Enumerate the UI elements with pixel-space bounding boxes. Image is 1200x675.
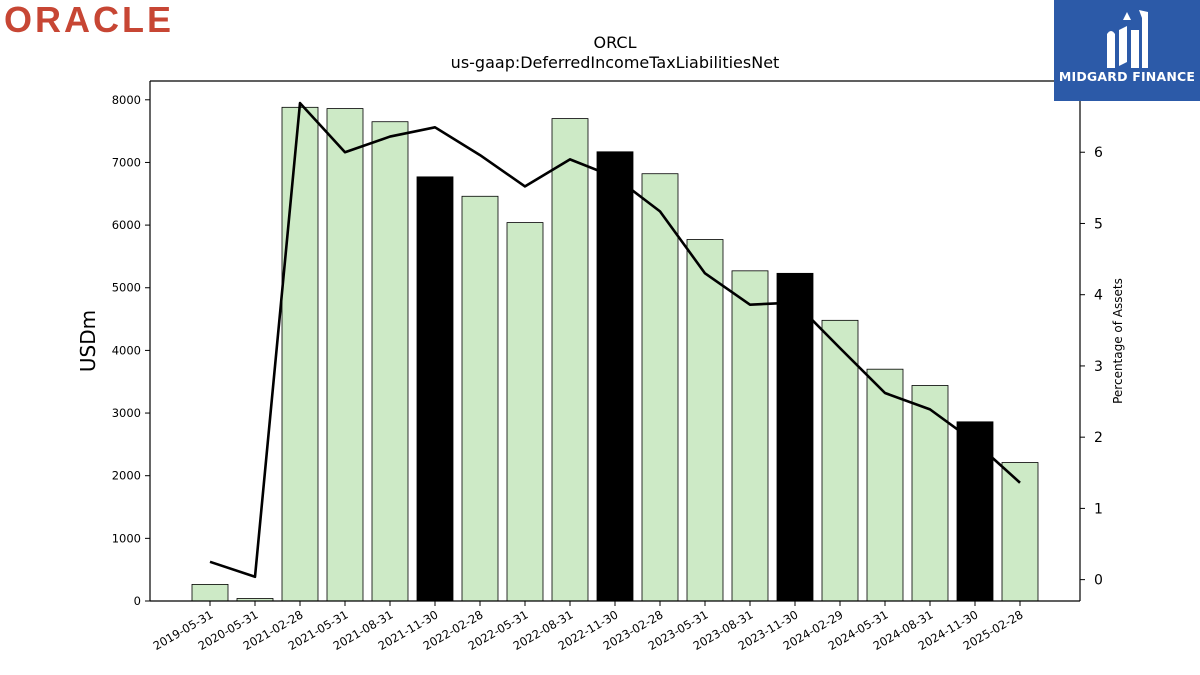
- y2-tick-label: 2: [1094, 430, 1103, 446]
- bar: [551, 118, 589, 602]
- bar: [281, 106, 319, 602]
- bar: [1001, 462, 1039, 602]
- bar: [326, 108, 364, 602]
- y-tick-label: 3000: [112, 406, 141, 420]
- bar: [731, 270, 769, 602]
- y-tick-label: 0: [134, 594, 141, 608]
- bar: [416, 176, 454, 602]
- y-tick-label: 6000: [112, 218, 141, 232]
- y-tick-label: 1000: [112, 531, 141, 545]
- y-tick-label: 4000: [112, 343, 141, 357]
- y-tick-label: 8000: [112, 93, 141, 107]
- y-tick-label: 2000: [112, 469, 141, 483]
- line-group: [209, 101, 1021, 579]
- bar: [956, 421, 994, 602]
- bar: [461, 195, 499, 602]
- midgard-finance-label: MIDGARD FINANCE: [1058, 69, 1196, 84]
- y2-tick-label: 5: [1094, 216, 1103, 232]
- y-tick-label: 7000: [112, 155, 141, 169]
- y2-tick-label: 0: [1094, 573, 1103, 589]
- midgard-finance-logo: MIDGARD FINANCE: [1054, 0, 1200, 101]
- chart-title: ORCL: [593, 33, 637, 52]
- bar: [506, 222, 544, 602]
- bar: [686, 239, 724, 602]
- y-axis-label: USDm: [76, 310, 100, 372]
- y2-tick-label: 6: [1094, 145, 1103, 161]
- y2-tick-label: 3: [1094, 359, 1103, 375]
- y-tick-label: 5000: [112, 281, 141, 295]
- bar-group: [191, 106, 1039, 602]
- midgard-mark-icon: [1107, 10, 1148, 68]
- bar: [641, 173, 679, 602]
- y2-tick-label: 1: [1094, 501, 1103, 517]
- bar: [776, 272, 814, 602]
- bar: [191, 583, 229, 602]
- bar: [821, 319, 859, 602]
- y2-tick-label: 4: [1094, 288, 1103, 304]
- y2-axis-label: Percentage of Assets: [1111, 278, 1125, 404]
- bar: [866, 368, 904, 602]
- chart-subtitle: us-gaap:DeferredIncomeTaxLiabilitiesNet: [450, 53, 780, 72]
- bar: [596, 151, 634, 602]
- svg-text:ORACLE: ORACLE: [4, 2, 174, 36]
- bar: [371, 121, 409, 602]
- percentage-line: [209, 101, 1021, 579]
- oracle-logo: ORACLE: [4, 0, 230, 40]
